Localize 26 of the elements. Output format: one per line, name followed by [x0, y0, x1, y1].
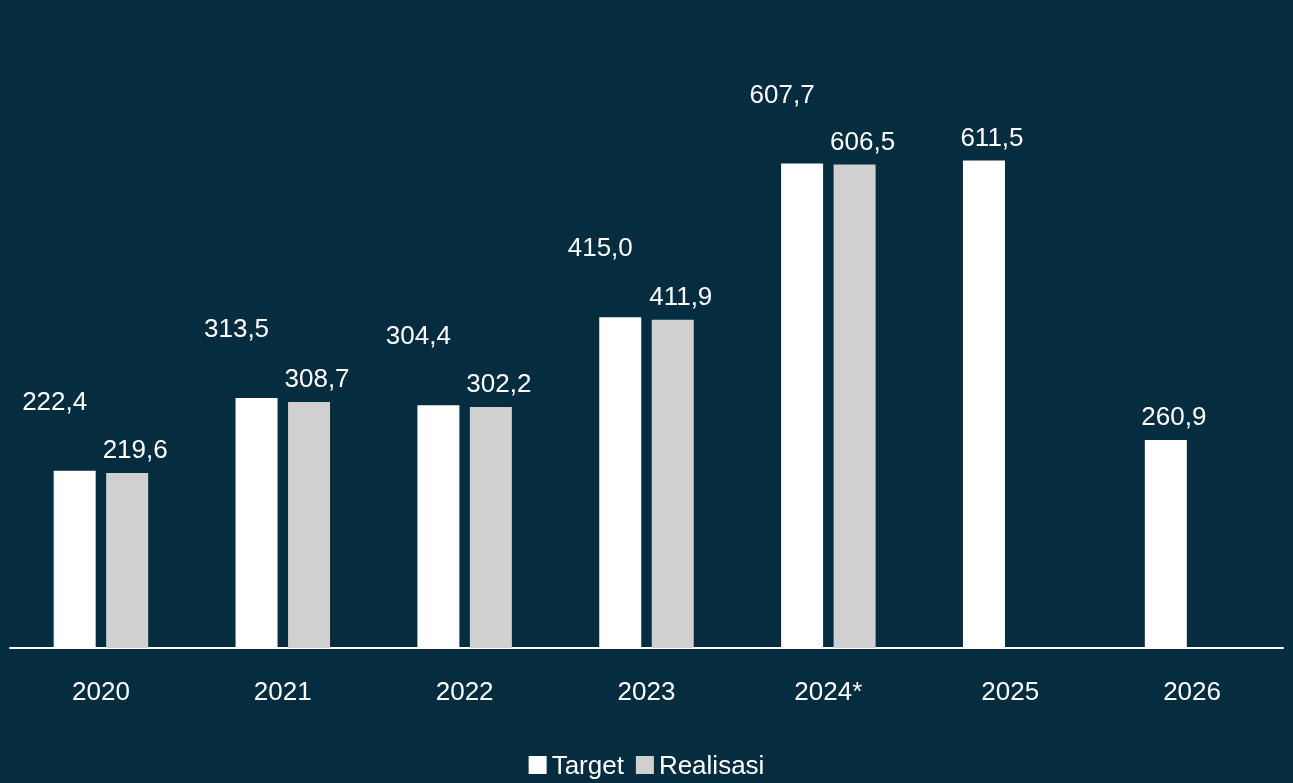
data-label: 308,7 [284, 362, 350, 393]
bar [106, 472, 149, 648]
x-tick-label: 2023 [617, 676, 676, 706]
bar [288, 401, 331, 648]
data-label: 607,7 [749, 78, 815, 109]
legend-label: Realisasi [658, 750, 765, 780]
x-tick-label: 2020 [72, 676, 130, 706]
x-tick-label: 2024* [794, 676, 863, 706]
bar [651, 319, 694, 648]
legend-label: Target [551, 750, 625, 780]
data-label: 302,2 [466, 368, 532, 399]
data-label: 222,4 [22, 385, 88, 416]
bar [469, 407, 512, 648]
data-label: 606,5 [830, 125, 896, 156]
bar [833, 164, 876, 648]
data-label: 304,4 [385, 320, 451, 351]
data-label: 611,5 [960, 121, 1024, 152]
x-tick-label: 2025 [981, 676, 1040, 706]
x-tick-label: 2022 [435, 676, 494, 706]
data-label: 415,0 [567, 232, 633, 263]
data-label: 260,9 [1141, 401, 1207, 432]
data-label: 313,5 [204, 313, 270, 344]
x-tick-label: 2021 [253, 676, 312, 706]
data-label: 219,6 [102, 433, 168, 464]
x-tick-label: 2026 [1163, 676, 1221, 706]
data-label: 411,9 [649, 280, 713, 311]
